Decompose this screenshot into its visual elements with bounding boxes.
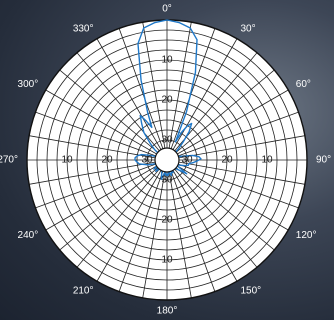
grid-spoke bbox=[166, 89, 289, 161]
angle-tick-label: 150° bbox=[241, 285, 262, 296]
grid-spoke bbox=[166, 159, 275, 251]
radial-tick-label: 20 bbox=[221, 155, 233, 166]
radial-tick-label: 10 bbox=[261, 155, 273, 166]
grid-spoke bbox=[96, 159, 168, 282]
grid-spoke bbox=[166, 159, 192, 298]
grid-spoke bbox=[166, 69, 275, 161]
grid-spoke bbox=[166, 159, 216, 292]
grid-spoke bbox=[29, 135, 168, 161]
angle-tick-label: 240° bbox=[18, 230, 39, 241]
center-hole bbox=[154, 147, 180, 173]
radial-tick-label: 10 bbox=[161, 55, 173, 66]
angle-tick-label: 90° bbox=[316, 155, 331, 166]
grid-spoke bbox=[142, 22, 168, 161]
angle-tick-label: 60° bbox=[296, 79, 311, 90]
grid-spoke bbox=[166, 159, 289, 231]
radial-tick-label: 20 bbox=[161, 95, 173, 106]
angle-tick-label: 120° bbox=[296, 230, 317, 241]
radial-tick-label: 20 bbox=[161, 215, 173, 226]
angle-tick-label: 330° bbox=[73, 24, 94, 35]
grid-spoke bbox=[166, 159, 238, 282]
radial-tick-label: 10 bbox=[161, 255, 173, 266]
grid-spoke bbox=[142, 159, 168, 298]
angle-tick-label: 180° bbox=[157, 306, 178, 317]
grid-spoke bbox=[166, 159, 258, 268]
grid-spoke bbox=[166, 111, 299, 161]
angle-tick-label: 30° bbox=[241, 24, 256, 35]
grid-spoke bbox=[76, 159, 168, 268]
grid-spoke bbox=[166, 22, 192, 161]
angle-tick-label: 210° bbox=[73, 285, 94, 296]
angle-tick-label: 300° bbox=[18, 79, 39, 90]
grid-spoke bbox=[96, 38, 168, 161]
grid-spoke bbox=[118, 159, 168, 292]
radial-tick-label: 30 bbox=[141, 155, 153, 166]
angle-tick-label: 270° bbox=[0, 155, 18, 166]
grid-spoke bbox=[59, 69, 168, 161]
grid-spoke bbox=[76, 52, 168, 161]
radial-tick-labels: 10 10 10 10 20 20 20 20 30 30 30 30 bbox=[61, 55, 273, 266]
grid-spoke bbox=[35, 159, 168, 209]
grid-spoke bbox=[45, 159, 168, 231]
radial-tick-label: 10 bbox=[61, 155, 73, 166]
angle-tick-label: 0° bbox=[162, 4, 172, 15]
angular-tick-labels: 0° 30° 60° 90° 120° 150° 180° 210° 240° 270° 300° 3… bbox=[0, 4, 331, 317]
grid-spoke bbox=[166, 52, 258, 161]
grid-spoke bbox=[35, 111, 168, 161]
center-hub bbox=[154, 147, 180, 173]
radial-tick-label: 20 bbox=[101, 155, 113, 166]
grid-spoke bbox=[59, 159, 168, 251]
radial-tick-label: 30 bbox=[161, 175, 173, 186]
grid-spoke bbox=[45, 89, 168, 161]
radial-tick-label: 30 bbox=[161, 135, 173, 146]
grid-spoke bbox=[166, 159, 299, 209]
radial-tick-label: 30 bbox=[181, 155, 193, 166]
grid-spoke bbox=[118, 28, 168, 161]
grid-spoke bbox=[166, 38, 238, 161]
